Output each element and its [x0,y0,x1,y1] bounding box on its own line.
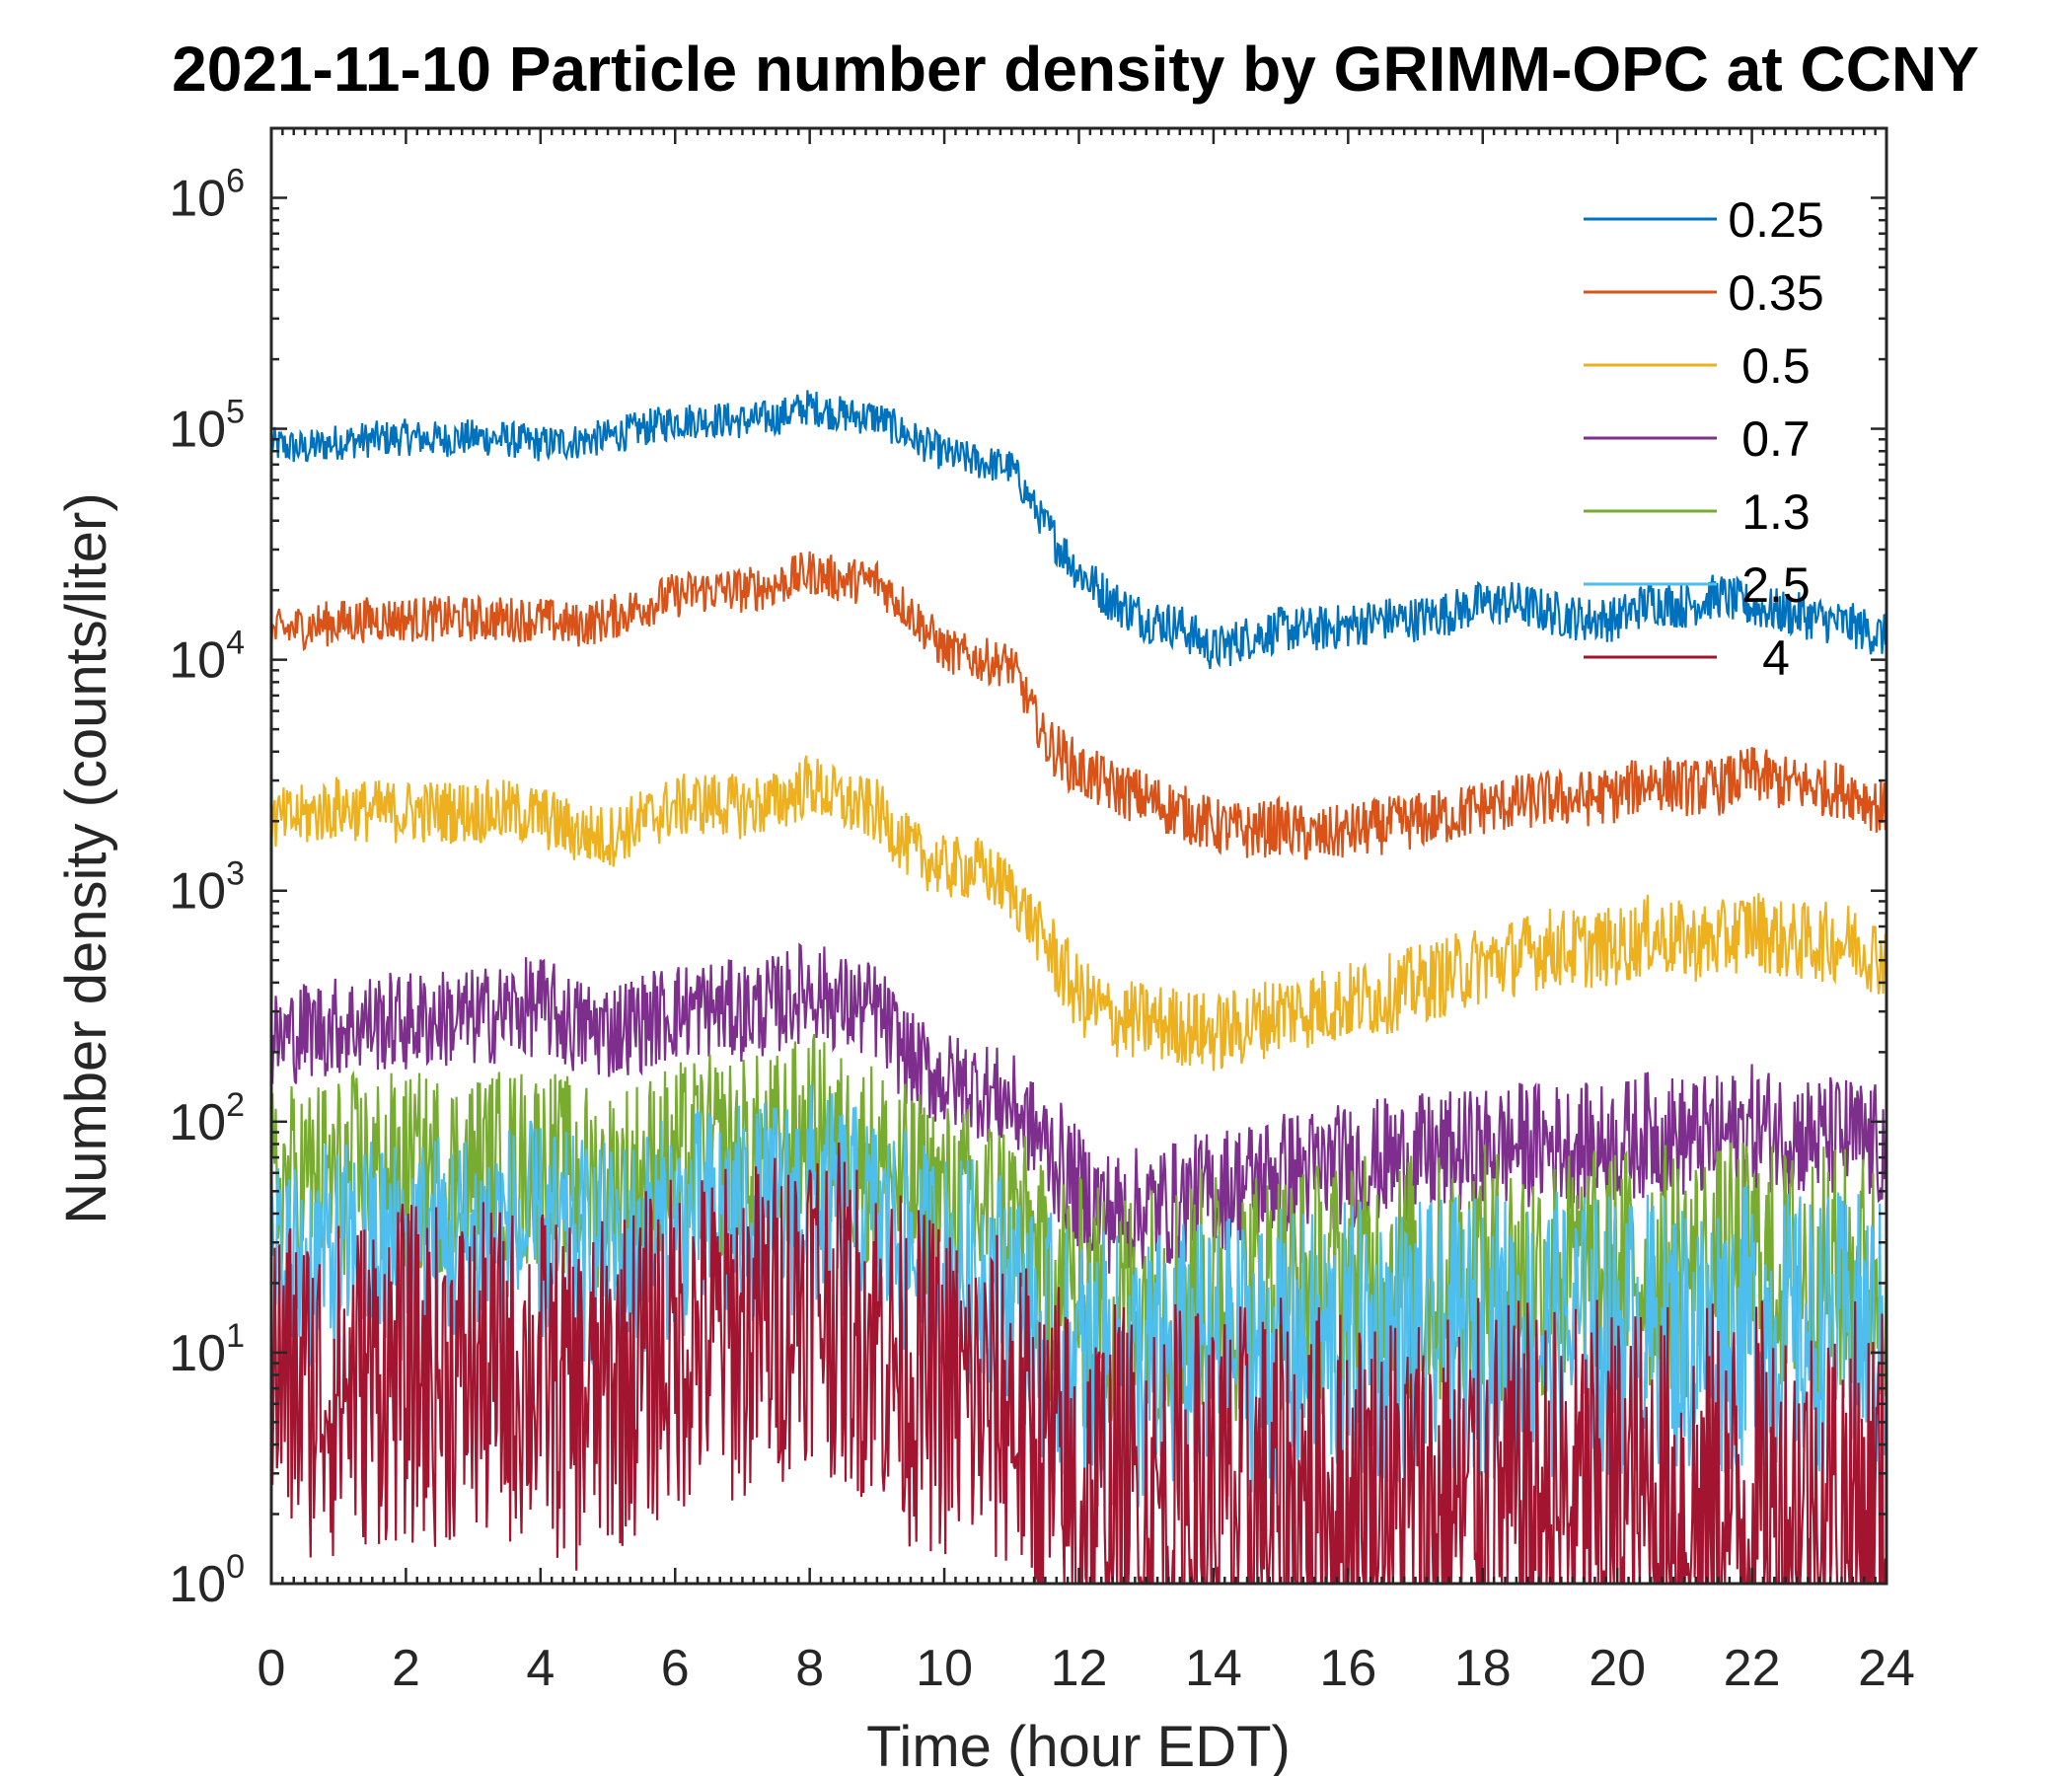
series-layer [271,390,1887,1584]
y-tick-label: 103 [169,855,245,921]
series-line-0-5 [271,755,1887,1072]
x-tick-label: 0 [258,1640,286,1697]
x-axis-label: Time (hour EDT) [866,1715,1291,1776]
legend-label: 0.5 [1741,338,1811,394]
x-tick-label: 6 [661,1640,690,1697]
legend-label: 0.35 [1728,265,1823,321]
legend-label: 0.7 [1741,411,1811,467]
y-tick-label: 106 [169,162,245,227]
legend-label: 4 [1762,630,1790,686]
y-tick-label: 104 [169,625,245,690]
legend: 0.25 0.35 0.5 0.7 1.3 2.5 4 [1584,192,1824,686]
x-tick-label: 22 [1724,1640,1781,1697]
x-tick-label: 20 [1589,1640,1646,1697]
y-tick-labels: 100 101 102 103 104 105 106 [169,162,245,1613]
series-line-0-7 [271,942,1887,1274]
series-line-0-25 [271,390,1887,670]
x-tick-label: 24 [1858,1640,1915,1697]
legend-label: 2.5 [1741,557,1811,613]
x-tick-label: 18 [1454,1640,1512,1697]
legend-label: 0.25 [1728,192,1823,248]
x-tick-label: 10 [916,1640,973,1697]
x-tick-label: 16 [1319,1640,1376,1697]
x-tick-label: 12 [1051,1640,1108,1697]
x-tick-label: 8 [795,1640,824,1697]
y-tick-label: 105 [169,394,245,459]
legend-label: 1.3 [1741,484,1811,540]
x-tick-label: 2 [392,1640,420,1697]
y-tick-label: 102 [169,1086,245,1151]
y-tick-label: 100 [169,1548,245,1613]
y-axis-label: Number density (counts/liter) [54,492,118,1223]
ticks-layer [269,126,1888,1586]
x-tick-labels: 0 2 4 6 8 10 12 14 16 18 20 22 24 [258,1640,1915,1697]
x-tick-label: 4 [526,1640,555,1697]
series-line-0-35 [271,551,1887,860]
x-tick-label: 14 [1185,1640,1242,1697]
y-tick-label: 101 [169,1317,245,1382]
chart-title: 2021-11-10 Particle number density by GR… [172,34,1979,105]
